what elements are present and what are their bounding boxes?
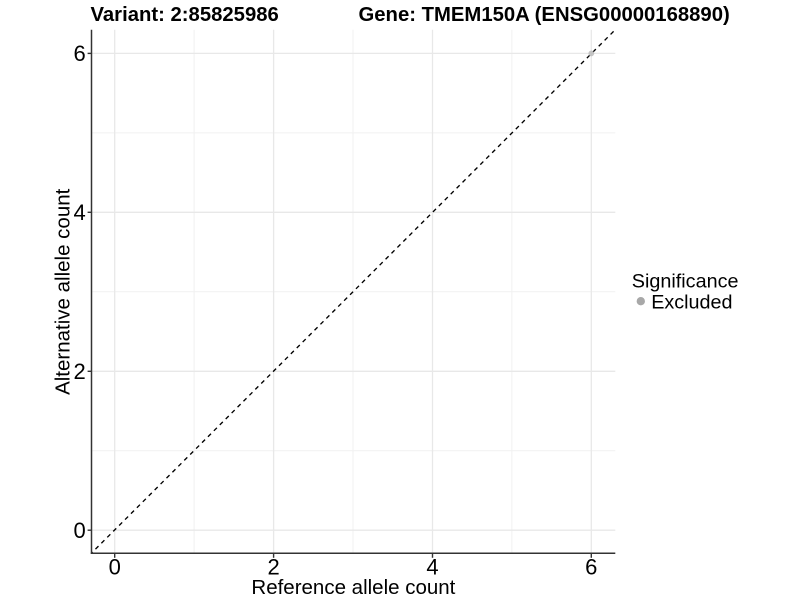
svg-text:Reference allele count: Reference allele count [251, 576, 455, 599]
svg-text:6: 6 [74, 41, 86, 66]
svg-text:2: 2 [267, 555, 279, 580]
svg-text:Significance: Significance [632, 271, 739, 293]
svg-text:4: 4 [426, 555, 438, 580]
svg-text:Excluded: Excluded [651, 291, 732, 313]
svg-text:Gene: TMEM150A (ENSG0000016889: Gene: TMEM150A (ENSG00000168890) [359, 4, 730, 26]
svg-text:6: 6 [585, 555, 597, 580]
svg-text:4: 4 [74, 200, 86, 225]
svg-text:0: 0 [74, 518, 86, 543]
svg-text:Alternative allele count: Alternative allele count [51, 188, 74, 395]
svg-text:2: 2 [74, 359, 86, 384]
svg-text:Variant: 2:85825986: Variant: 2:85825986 [91, 4, 279, 26]
svg-text:0: 0 [109, 555, 121, 580]
